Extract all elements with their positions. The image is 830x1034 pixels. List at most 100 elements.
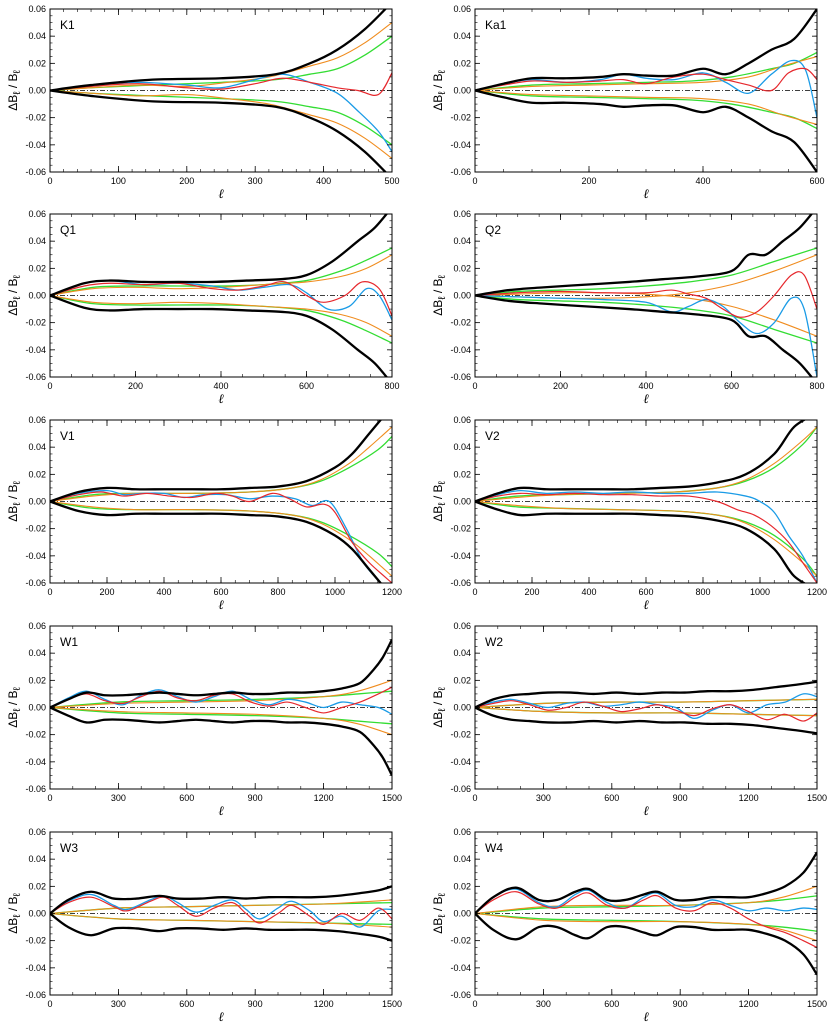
- panel-w1: -0.06 -0.04 -0.02 0.00 0.02 0.04 0.06 0 300 600 90…: [6, 621, 402, 818]
- y-tick-label: 0.06: [28, 621, 46, 631]
- y-axis-label: ΔBℓ / Bℓ: [6, 686, 23, 727]
- x-tick-label: 200: [128, 381, 143, 391]
- green-curve: [50, 35, 392, 92]
- y-axis-label-part: ℓ: [12, 91, 23, 95]
- y-tick-label: 0.04: [28, 648, 46, 658]
- red-curve: [50, 896, 392, 925]
- x-axis-label: ℓ: [643, 1009, 649, 1024]
- envelope-curve: [475, 214, 814, 297]
- x-tick-label: 600: [638, 587, 653, 597]
- y-tick-label: -0.06: [25, 990, 46, 1000]
- green-curve-mirror: [475, 500, 817, 577]
- x-tick-label: 0: [472, 176, 477, 186]
- x-axis-label: ℓ: [218, 803, 224, 818]
- panel-k1: -0.06 -0.04 -0.02 0.00 0.02 0.04 0.06 0 100 200 30…: [6, 4, 400, 201]
- y-tick-label: 0.04: [453, 854, 471, 864]
- y-tick-label: 0.02: [453, 881, 471, 891]
- blue-curve: [50, 893, 392, 928]
- red-curve: [475, 492, 817, 583]
- blue-curve: [475, 489, 817, 583]
- x-tick-label: 300: [536, 999, 551, 1009]
- y-tick-label: -0.06: [450, 578, 471, 588]
- y-axis-label: ΔBℓ / Bℓ: [6, 274, 23, 315]
- red-curve: [50, 72, 392, 96]
- y-tick-label: 0.06: [453, 621, 471, 631]
- red-curve: [50, 491, 392, 583]
- x-tick-label: 0: [47, 381, 52, 391]
- x-tick-label: 500: [384, 176, 399, 186]
- panel-label: V2: [485, 429, 500, 443]
- y-tick-label: -0.06: [450, 372, 471, 382]
- y-tick-label: -0.04: [25, 963, 46, 973]
- envelope-curve: [50, 420, 383, 503]
- x-axis-label: ℓ: [218, 1009, 224, 1024]
- blue-curve: [475, 888, 817, 914]
- y-axis-label: ΔBℓ / Bℓ: [6, 69, 23, 110]
- y-axis-label-part: ΔB: [431, 300, 445, 316]
- panel-label: Q1: [60, 223, 76, 237]
- blue-curve: [50, 489, 382, 583]
- orange-curve: [475, 500, 817, 577]
- y-axis-label: ΔBℓ / Bℓ: [6, 892, 23, 933]
- y-tick-label: -0.04: [25, 345, 46, 355]
- y-axis-label-part: ΔB: [6, 918, 20, 934]
- red-curve: [475, 891, 817, 948]
- y-tick-label: 0.00: [28, 291, 46, 301]
- y-tick-label: -0.06: [25, 372, 46, 382]
- y-axis-label-part: ℓ: [437, 296, 448, 300]
- y-axis-label-part: ΔB: [6, 506, 20, 522]
- red-curve: [475, 700, 817, 722]
- y-tick-label: 0.04: [453, 236, 471, 246]
- green-curve-mirror: [50, 89, 392, 146]
- x-tick-label: 600: [179, 999, 194, 1009]
- x-tick-label: 0: [47, 999, 52, 1009]
- envelope-curve-mirror: [475, 912, 817, 976]
- envelope-curve: [50, 9, 387, 92]
- blue-curve: [475, 59, 817, 118]
- y-axis-label-part: ΔB: [6, 300, 20, 316]
- y-axis-label-part: ℓ: [12, 708, 23, 712]
- y-axis-label-part: ℓ: [12, 892, 23, 896]
- y-tick-label: 0.06: [28, 4, 46, 14]
- orange-curve: [475, 706, 817, 717]
- y-tick-label: 0.06: [28, 415, 46, 425]
- y-tick-label: -0.04: [450, 551, 471, 561]
- y-axis-label-part: ℓ: [12, 69, 23, 73]
- x-tick-label: 0: [47, 176, 52, 186]
- y-axis-label-part: ΔB: [431, 95, 445, 111]
- curves: [475, 9, 817, 172]
- x-tick-label: 300: [111, 999, 126, 1009]
- x-tick-label: 400: [638, 381, 653, 391]
- y-tick-label: -0.06: [25, 167, 46, 177]
- y-axis-label-part: ℓ: [12, 502, 23, 506]
- y-axis-label-part: / B: [431, 690, 445, 708]
- green-curve: [50, 901, 392, 915]
- orange-curve: [50, 89, 392, 159]
- y-tick-label: 0.06: [453, 827, 471, 837]
- green-curve: [475, 247, 817, 297]
- y-axis-label-part: ℓ: [437, 708, 448, 712]
- panel-w4: -0.06 -0.04 -0.02 0.00 0.02 0.04 0.06 0 300 600 90…: [431, 827, 827, 1024]
- x-tick-label: 300: [111, 793, 126, 803]
- y-tick-label: 0.02: [453, 675, 471, 685]
- x-tick-label: 1200: [382, 587, 402, 597]
- envelope-curve: [475, 680, 817, 709]
- x-tick-label: 800: [809, 381, 824, 391]
- curves: [50, 214, 392, 377]
- orange-curve: [50, 912, 392, 928]
- curves: [475, 680, 817, 735]
- envelope-curve-mirror: [475, 500, 807, 583]
- y-tick-label: -0.02: [450, 730, 471, 740]
- y-tick-label: -0.04: [25, 140, 46, 150]
- x-tick-label: 800: [270, 587, 285, 597]
- panel-q2: -0.06 -0.04 -0.02 0.00 0.02 0.04 0.06 0 200 400 60…: [431, 209, 825, 406]
- y-tick-label: 0.02: [28, 263, 46, 273]
- blue-curve: [475, 693, 817, 720]
- x-axis-label: ℓ: [643, 597, 649, 612]
- y-axis-label-part: / B: [431, 484, 445, 502]
- x-tick-label: 400: [316, 176, 331, 186]
- y-tick-label: 0.04: [453, 31, 471, 41]
- green-curve-mirror: [475, 294, 817, 344]
- red-curve: [475, 271, 817, 318]
- y-tick-label: -0.02: [450, 524, 471, 534]
